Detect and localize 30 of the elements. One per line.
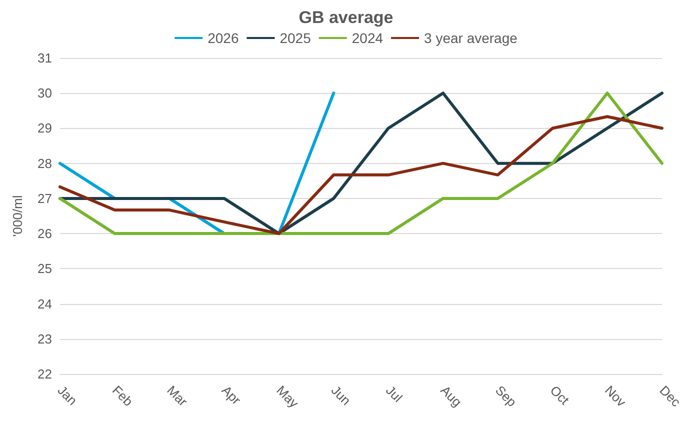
legend-label: 2024 <box>352 30 384 46</box>
y-tick-label: 25 <box>38 261 52 276</box>
y-tick-label: 24 <box>38 296 52 312</box>
x-tick-label: May <box>274 382 302 412</box>
x-tick-label: Apr <box>218 382 244 408</box>
y-tick-label: 23 <box>38 331 52 346</box>
x-tick-label: Dec <box>656 382 684 410</box>
x-tick-label: Jun <box>328 382 354 408</box>
y-tick-label: 27 <box>38 190 52 206</box>
legend-label: 2026 <box>208 30 239 46</box>
legend-label: 2025 <box>280 30 312 46</box>
y-tick-label: 22 <box>38 366 52 382</box>
legend-label: 3 year average <box>424 30 518 46</box>
chart-title: GB average <box>298 8 394 27</box>
x-tick-label: Jul <box>383 382 406 406</box>
line-series <box>58 115 664 236</box>
x-tick-label: Aug <box>438 382 465 410</box>
line-series <box>58 92 664 236</box>
y-tick-label: 30 <box>38 86 52 101</box>
x-tick-label: Sep <box>492 382 520 410</box>
y-tick-label: 31 <box>38 50 52 66</box>
y-tick-label: 29 <box>38 120 52 136</box>
y-tick-label: 26 <box>38 226 52 242</box>
x-tick-label: Mar <box>164 382 192 410</box>
x-tick-label: Nov <box>602 382 630 410</box>
x-tick-label: Jan <box>54 382 80 408</box>
y-axis-title: '000/ml <box>10 195 25 237</box>
x-tick-label: Oct <box>547 382 572 408</box>
y-tick-label: 28 <box>38 156 52 171</box>
x-tick-label: Feb <box>109 382 136 410</box>
